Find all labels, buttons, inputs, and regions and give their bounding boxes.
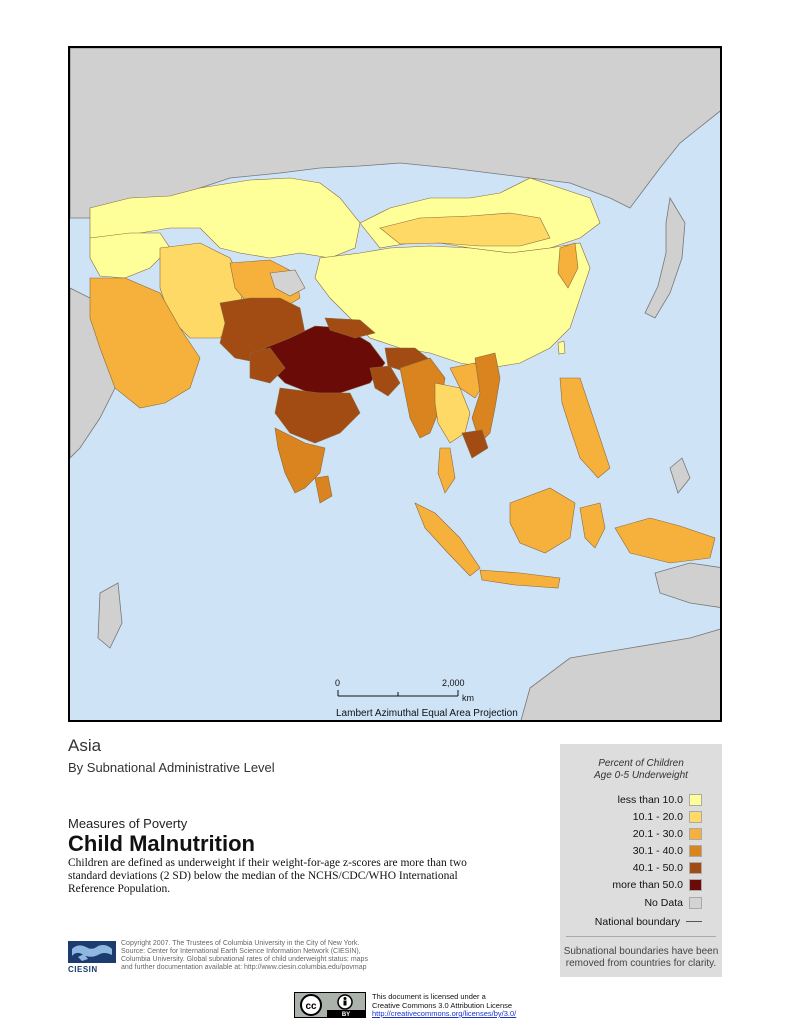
legend-swatch (689, 810, 702, 823)
legend-title-line2: Age 0-5 Underweight (594, 770, 688, 781)
legend-swatch (689, 793, 702, 806)
legend-item: 30.1 - 40.0 (633, 844, 702, 857)
legend-item-no-data: No Data (644, 896, 702, 909)
middle-east-west-region (89, 232, 171, 279)
map-title: Child Malnutrition (68, 831, 255, 856)
sumatra-region (414, 502, 481, 577)
copyright-line: Source: Center for International Earth S… (121, 948, 361, 955)
scale-unit-label: km (462, 693, 474, 703)
legend-item-label: more than 50.0 (612, 878, 683, 891)
legend-swatch (689, 896, 702, 909)
java-region (479, 569, 561, 589)
license-line: This document is licensed under a (372, 992, 486, 1001)
central-india-region (274, 387, 361, 444)
cambodia-region (461, 429, 489, 459)
copyright-line: Copyright 2007. The Trustees of Columbia… (121, 940, 360, 947)
region-title: Asia (68, 736, 102, 755)
madagascar-land (97, 582, 123, 649)
vietnam-region (471, 352, 501, 444)
south-india-region (274, 427, 326, 494)
scale-start-label: 0 (335, 678, 341, 688)
papua-region (614, 517, 716, 564)
legend-item: 40.1 - 50.0 (633, 861, 702, 874)
scale-bar (337, 690, 459, 697)
copyright-line: Columbia University. Global subnational … (121, 956, 368, 963)
legend-item-label: less than 10.0 (617, 793, 683, 806)
cc-by-badge[interactable]: cc BY (294, 992, 366, 1018)
projection-label: Lambert Azimuthal Equal Area Projection (336, 708, 518, 719)
philippines-region (559, 377, 611, 479)
legend-item: 20.1 - 30.0 (633, 827, 702, 840)
legend-title-line1: Percent of Children (598, 758, 684, 769)
sri-lanka-region (314, 475, 333, 504)
malay-peninsula-region (437, 447, 456, 494)
legend-item-boundary: National boundary (595, 915, 702, 928)
japan-land (644, 196, 686, 319)
copyright-line: and further documentation available at: … (121, 964, 367, 971)
legend-item-label: No Data (644, 896, 683, 909)
legend-swatch (689, 844, 702, 857)
legend-swatch (689, 827, 702, 840)
legend-swatch (689, 861, 702, 874)
cc-by-icon: cc BY (295, 993, 365, 1018)
asia-map (70, 48, 720, 720)
new-guinea-land (654, 562, 720, 608)
scale-end-label: 2,000 (442, 678, 465, 688)
legend-title: Percent of Children Age 0-5 Underweight (560, 758, 722, 782)
myanmar-region (399, 357, 446, 439)
taiwan-region (557, 340, 566, 355)
legend-swatch (689, 878, 702, 891)
ciesin-logo (68, 941, 116, 963)
boundary-line-icon (686, 921, 702, 922)
license-line: Creative Commons 3.0 Attribution License (372, 1000, 513, 1010)
mongolia-region (379, 212, 551, 247)
india-northwest-region (249, 347, 286, 384)
sulawesi-region (579, 502, 606, 549)
license-link[interactable]: http://creativecommons.org/licenses/by/3… (372, 1009, 517, 1018)
map-description: Children are defined as underweight if t… (68, 857, 467, 895)
bangladesh-region (369, 365, 401, 397)
cc-icon-text: cc (305, 1001, 317, 1012)
legend-note: Subnational boundaries have been removed… (563, 946, 719, 969)
himalaya-nodata-region (269, 269, 306, 297)
thailand-region (434, 382, 471, 444)
legend-item-label: 10.1 - 20.0 (632, 810, 683, 823)
legend-item: 10.1 - 20.0 (633, 810, 702, 823)
series-label: Measures of Poverty (68, 816, 188, 831)
nepal-region (324, 317, 376, 339)
australia-land (520, 628, 720, 720)
pacific-island-land (669, 457, 691, 494)
borneo-region (509, 487, 576, 554)
region-subtitle: By Subnational Administrative Level (68, 760, 275, 775)
legend-item-label: National boundary (594, 915, 680, 928)
legend-item: less than 10.0 (618, 793, 702, 806)
legend-item-label: 40.1 - 50.0 (632, 861, 683, 874)
copyright-text: Copyright 2007. The Trustees of Columbia… (121, 940, 421, 972)
arabia-region (89, 277, 201, 409)
ciesin-wordmark: CIESIN (68, 965, 98, 974)
korea-region (557, 242, 579, 289)
legend-box: Percent of Children Age 0-5 Underweight … (560, 744, 722, 977)
map-frame: 0 2,000 km Lambert Azimuthal Equal Area … (68, 46, 722, 722)
legend-item: more than 50.0 (612, 878, 702, 891)
license-text: This document is licensed under a Creati… (372, 992, 517, 1019)
legend-divider (566, 936, 716, 937)
legend-item-label: 30.1 - 40.0 (632, 844, 683, 857)
by-icon-text: BY (342, 1012, 350, 1017)
legend-item-label: 20.1 - 30.0 (632, 827, 683, 840)
